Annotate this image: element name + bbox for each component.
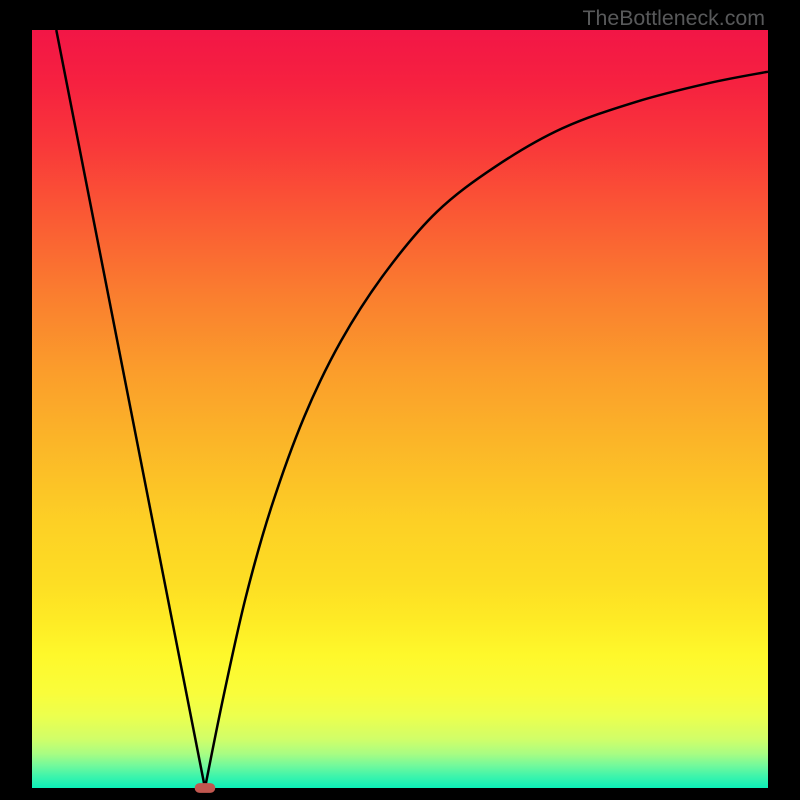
watermark-text: TheBottleneck.com bbox=[582, 6, 765, 31]
chart-container: TheBottleneck.com bbox=[0, 0, 800, 800]
border-right bbox=[768, 0, 800, 800]
border-bottom bbox=[0, 788, 800, 800]
border-left bbox=[0, 0, 32, 800]
chart-background-gradient bbox=[32, 30, 768, 788]
